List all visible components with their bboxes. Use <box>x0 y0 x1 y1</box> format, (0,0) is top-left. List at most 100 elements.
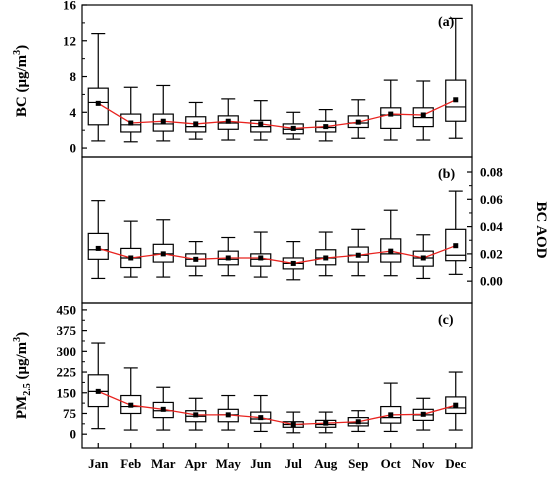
panel-label: (b) <box>438 167 455 182</box>
box-oct <box>380 209 402 277</box>
y-tick-label: 0 <box>70 141 77 156</box>
box-jan <box>87 200 109 280</box>
mean-marker <box>160 118 166 124</box>
box-jul <box>282 240 304 281</box>
box-aug <box>315 231 337 277</box>
box-mar <box>152 219 174 278</box>
x-tick-label: Apr <box>185 456 208 471</box>
y-tick-label: 0.04 <box>480 219 503 234</box>
mean-marker <box>160 406 166 412</box>
mean-marker <box>193 412 199 418</box>
box-jul <box>282 111 304 140</box>
mean-marker <box>355 252 361 258</box>
mean-marker <box>160 251 166 257</box>
box-jun <box>250 231 272 278</box>
mean-line <box>97 390 456 426</box>
y-tick-label: 12 <box>63 33 76 48</box>
x-tick-label: Aug <box>314 456 338 471</box>
panel-1: 0 4 8 12 16 BC (μg/m3) (a) <box>12 0 473 158</box>
mean-marker <box>258 415 264 421</box>
box-oct <box>380 382 402 433</box>
mean-marker <box>453 402 459 408</box>
box-feb <box>120 86 142 143</box>
panel-frame <box>81 156 473 304</box>
mean-marker <box>95 245 101 251</box>
box-dec <box>445 17 467 139</box>
iqr-box <box>380 107 402 129</box>
mean-marker <box>453 97 459 103</box>
y-axis-title-unit: (μg/m <box>14 341 30 383</box>
mean-marker <box>225 255 231 261</box>
box-apr <box>185 101 207 140</box>
x-axis: Jan Feb Mar Apr May Jun Jul Aug Sep Oct Nov Dec <box>88 443 466 471</box>
y-axis-title-superscript: 3 <box>12 50 23 55</box>
y-tick-label: 225 <box>57 365 77 380</box>
x-tick-label: Feb <box>120 456 141 471</box>
x-tick-label: Jul <box>285 456 303 471</box>
mean-marker <box>323 124 329 130</box>
panel-2: 0.00 0.02 0.04 0.06 0.08 BC AOD (b) <box>81 156 549 304</box>
box-sep <box>347 99 369 139</box>
y-axis-title-main: PM <box>14 396 30 419</box>
x-tick-label: Oct <box>381 456 402 471</box>
box-nov <box>412 80 434 141</box>
y-tick-label: 375 <box>57 323 77 338</box>
box-dec <box>445 371 467 431</box>
mean-marker <box>290 125 296 131</box>
mean-marker <box>258 255 264 261</box>
mean-marker <box>323 255 329 261</box>
y-tick-label: 150 <box>57 385 77 400</box>
mean-marker <box>323 420 329 426</box>
y-tick-label: 0 <box>70 427 77 442</box>
y-axis-title-subscript: 2.5 <box>22 383 33 396</box>
y-tick-label: 300 <box>57 344 77 359</box>
y-tick-label: 75 <box>63 406 77 421</box>
y-tick-label: 8 <box>70 69 77 84</box>
x-tick-label: Nov <box>412 456 435 471</box>
mean-marker <box>388 412 394 418</box>
y-axis-title-main: BC (μg/m <box>14 54 30 117</box>
box-feb <box>120 367 142 431</box>
mean-marker <box>388 248 394 254</box>
mean-marker <box>95 388 101 394</box>
x-tick-label: May <box>216 456 242 471</box>
y-tick-label: 0.02 <box>480 246 503 261</box>
panel-frame <box>81 302 473 449</box>
box-oct <box>380 79 402 141</box>
panel-3: 0 75 150 225 300 375 450 PM2.5 (μg/m3) (c) <box>12 302 473 449</box>
mean-line <box>98 245 456 265</box>
mean-marker <box>258 121 264 127</box>
mean-marker <box>355 119 361 125</box>
mean-marker <box>355 419 361 425</box>
panel-label: (c) <box>438 313 454 328</box>
box-sep <box>347 228 369 277</box>
x-tick-label: Sep <box>348 456 368 471</box>
mean-marker <box>128 120 134 126</box>
panel-frame <box>81 4 473 158</box>
y-tick-label: 0.08 <box>480 165 503 180</box>
y-tick-label: 16 <box>63 0 77 13</box>
mean-marker <box>128 255 134 261</box>
y-tick-label: 0.00 <box>480 274 503 289</box>
mean-marker <box>95 100 101 106</box>
mean-marker <box>128 402 134 408</box>
x-tick-label: Jun <box>250 456 272 471</box>
x-tick-label: Dec <box>445 456 466 471</box>
x-tick-label: Jan <box>88 456 109 471</box>
y-axis-title: PM2.5 (μg/m3) <box>12 332 33 419</box>
mean-marker <box>225 412 231 418</box>
mean-marker <box>290 260 296 266</box>
mean-marker <box>193 256 199 262</box>
box-jun <box>250 394 272 433</box>
y-tick-label: 450 <box>57 302 77 317</box>
box-jan <box>87 342 109 430</box>
mean-marker <box>290 422 296 428</box>
mean-marker <box>193 121 199 127</box>
y-axis-title: BC (μg/m3) <box>12 45 30 117</box>
mean-marker <box>225 118 231 124</box>
box-mar <box>152 84 174 142</box>
y-tick-label: 0.06 <box>480 192 503 207</box>
box-feb <box>120 220 142 278</box>
